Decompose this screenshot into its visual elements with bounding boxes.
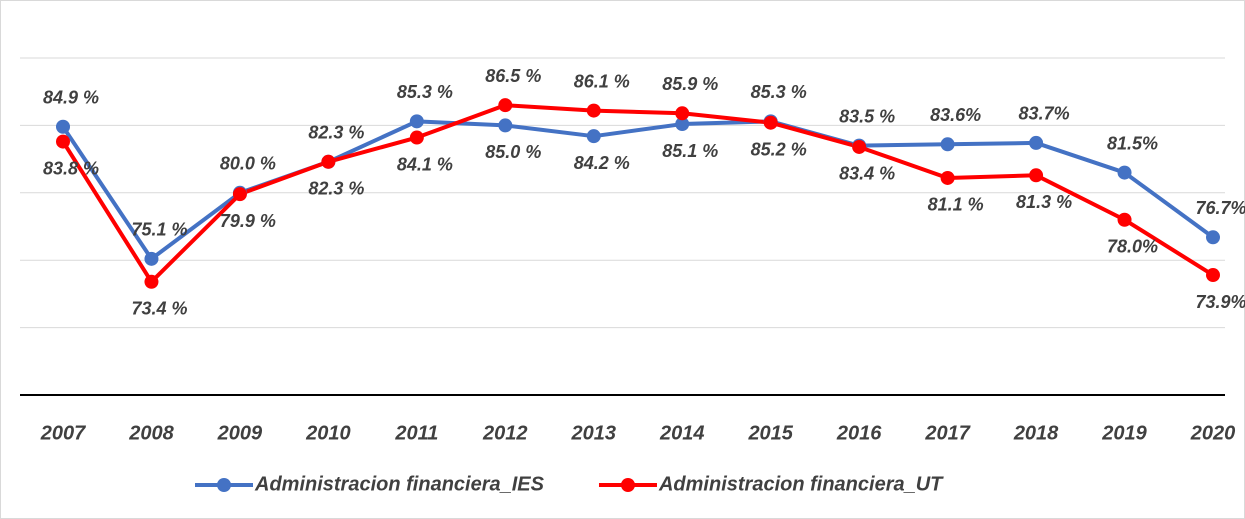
data-label: 83.6% (930, 105, 981, 125)
data-label: 83.5 % (839, 106, 895, 126)
data-label: 83.4 % (839, 164, 895, 184)
series-marker (321, 154, 336, 169)
data-label: 82.3 % (308, 179, 364, 199)
data-label: 86.5 % (485, 66, 541, 86)
legend-marker (620, 478, 635, 492)
series-marker (232, 187, 247, 202)
series-marker (498, 118, 513, 133)
data-label: 85.2 % (751, 139, 807, 159)
series-marker (56, 119, 70, 134)
series-marker (586, 103, 601, 118)
data-label: 73.9% (1195, 292, 1245, 312)
series-marker (1029, 135, 1044, 150)
data-label: 81.1 % (928, 195, 984, 215)
series-marker (1206, 230, 1220, 245)
series-marker (586, 129, 601, 144)
series-marker (409, 130, 424, 145)
data-label: 85.3 % (397, 82, 453, 102)
x-tick-label: 2018 (1013, 422, 1059, 444)
data-label: 78.0% (1107, 237, 1158, 257)
data-label: 81.3 % (1016, 192, 1072, 212)
series-line (61, 103, 1215, 284)
x-tick-label: 2017 (924, 422, 970, 444)
x-tick-label: 2019 (1101, 422, 1147, 444)
series-marker (409, 114, 424, 129)
data-label: 80.0 % (220, 154, 276, 174)
x-tick-label: 2009 (217, 422, 263, 444)
data-label: 85.1 % (662, 141, 718, 161)
series-marker (1206, 268, 1220, 283)
series-marker (144, 251, 159, 266)
series-marker (1117, 212, 1132, 227)
x-tick-label: 2011 (394, 422, 438, 444)
data-label: 79.9 % (220, 211, 276, 231)
data-label: 85.0 % (485, 142, 541, 162)
legend-label: Administracion financiera_UT (658, 473, 944, 495)
data-label: 83.7% (1019, 104, 1070, 124)
data-label: 85.9 % (662, 74, 718, 94)
series-marker (498, 98, 513, 113)
series-marker (675, 117, 690, 132)
x-tick-label: 2010 (305, 422, 351, 444)
data-label: 84.2 % (574, 153, 630, 173)
x-tick-label: 2015 (747, 422, 793, 444)
series-marker (940, 137, 955, 152)
legend-label: Administracion financiera_IES (254, 473, 545, 495)
x-tick-label: 2008 (128, 422, 174, 444)
x-tick-label: 2013 (571, 422, 617, 444)
series-marker (940, 170, 955, 185)
data-label: 75.1 % (131, 220, 187, 240)
series-marker (763, 115, 778, 130)
series-marker (675, 106, 690, 121)
legend-marker (217, 478, 231, 492)
data-label: 85.3 % (751, 82, 807, 102)
x-tick-label: 2007 (40, 422, 86, 444)
series-marker (56, 134, 70, 149)
series-marker (1117, 165, 1132, 180)
x-tick-label: 2020 (1190, 422, 1236, 444)
data-label: 83.8 % (43, 158, 99, 178)
x-tick-label: 2014 (659, 422, 705, 444)
series-marker (144, 274, 159, 289)
data-label: 84.9 % (43, 87, 99, 107)
x-tick-label: 2012 (482, 422, 528, 444)
data-label: 82.3 % (308, 123, 364, 143)
data-label: 73.4 % (131, 299, 187, 319)
data-label: 81.5% (1107, 133, 1158, 153)
x-tick-label: 2016 (836, 422, 882, 444)
data-label: 84.1 % (397, 154, 453, 174)
series-marker (852, 139, 867, 154)
data-label: 76.7% (1195, 198, 1245, 218)
data-label: 86.1 % (574, 71, 630, 91)
series-marker (1029, 168, 1044, 183)
